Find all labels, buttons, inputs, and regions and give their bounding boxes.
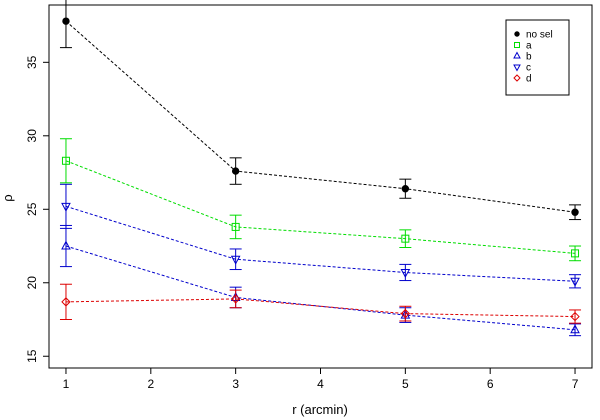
x-tick-label: 1 <box>63 377 70 391</box>
data-point <box>570 324 580 334</box>
x-tick-label: 5 <box>402 377 409 391</box>
data-point <box>400 308 411 319</box>
legend-item: no sel <box>514 30 553 41</box>
error-bar <box>229 248 242 271</box>
data-point <box>570 311 580 322</box>
legend-item: a <box>514 41 532 52</box>
series-line <box>65 160 576 254</box>
data-point <box>61 297 71 307</box>
data-point <box>62 17 70 25</box>
legend-label: d <box>526 74 532 85</box>
legend-marker <box>514 31 520 37</box>
legend-marker <box>513 74 521 82</box>
legend-marker <box>513 64 521 72</box>
series-layer <box>59 0 582 337</box>
y-axis: 15 20 25 30 35 <box>25 55 49 363</box>
legend-item: c <box>513 63 531 74</box>
error-bar <box>229 289 242 309</box>
error-bar <box>399 305 412 322</box>
x-tick-label: 4 <box>317 377 324 391</box>
error-bar <box>569 245 582 262</box>
legend-marker <box>514 42 520 48</box>
legend-item: d <box>513 74 532 85</box>
legend-label: a <box>526 41 532 52</box>
y-tick-label: 30 <box>25 129 39 143</box>
series-line <box>65 298 576 318</box>
data-point <box>401 185 410 193</box>
legend-marker <box>513 51 521 59</box>
series-no-sel <box>59 0 582 221</box>
data-point <box>570 277 580 287</box>
legend-label: b <box>526 52 532 63</box>
series-line <box>65 20 576 213</box>
error-bar <box>229 214 242 240</box>
data-point <box>571 208 579 216</box>
data-point <box>61 240 71 250</box>
data-point <box>571 249 580 258</box>
error-bar <box>59 183 72 229</box>
data-point <box>401 234 410 243</box>
data-point <box>61 156 70 165</box>
series-a <box>59 138 582 262</box>
x-tick-label: 2 <box>147 377 154 391</box>
x-axis: 1 2 3 4 5 6 7 <box>63 368 579 391</box>
series-b <box>59 224 582 337</box>
x-axis-label: r (arcmin) <box>292 402 348 417</box>
data-point <box>231 222 240 231</box>
error-bar <box>59 224 72 268</box>
data-point <box>61 202 71 212</box>
x-tick-label: 6 <box>487 377 494 391</box>
y-axis-label: ρ <box>0 194 15 201</box>
error-bar <box>399 229 412 248</box>
series-line <box>65 245 576 331</box>
data-point <box>231 167 240 175</box>
x-tick-label: 7 <box>572 377 579 391</box>
y-tick-label: 20 <box>25 276 39 290</box>
legend-label: c <box>526 63 531 74</box>
data-point <box>230 255 241 265</box>
x-tick-label: 3 <box>232 377 239 391</box>
y-tick-label: 15 <box>25 349 39 363</box>
y-tick-label: 35 <box>25 55 39 69</box>
series-line <box>65 205 576 282</box>
legend-item: b <box>513 51 532 63</box>
data-point <box>230 294 241 304</box>
legend-label: no sel <box>526 30 553 41</box>
error-bar <box>59 138 72 184</box>
y-tick-label: 25 <box>25 202 39 216</box>
error-bar <box>59 283 72 321</box>
series-d <box>59 283 582 324</box>
series-c <box>59 183 582 289</box>
data-point <box>400 268 411 279</box>
